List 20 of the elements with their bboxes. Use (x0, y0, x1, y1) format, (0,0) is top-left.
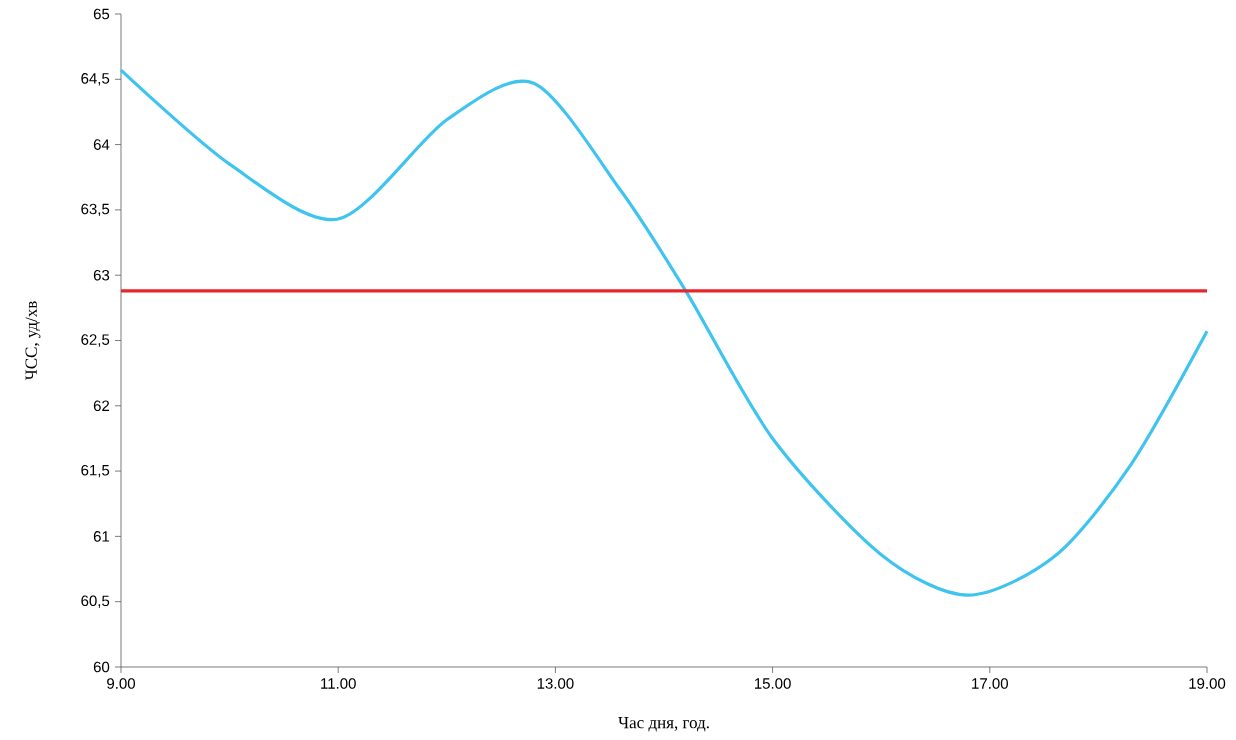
x-tick-label: 15.00 (754, 678, 791, 689)
line-series (119, 68, 1209, 597)
x-tick-label: 11.00 (321, 678, 356, 689)
y-tick-label: 64,5 (81, 73, 110, 86)
y-axis-title: ЧСС, уд/хв (25, 301, 41, 381)
y-tick-label: 60 (93, 661, 110, 673)
x-tick-label: 13.00 (537, 678, 574, 689)
y-tick-label: 60,5 (81, 595, 110, 608)
y-tick-label: 63 (93, 269, 110, 281)
y-tick-label: 62,5 (81, 334, 110, 347)
y-tick-label: 65 (93, 8, 110, 20)
y-tick-label: 64 (93, 139, 110, 150)
y-tick-label: 61 (93, 531, 110, 542)
y-tick-label: 61,5 (81, 464, 110, 478)
x-tick-label: 9.00 (107, 678, 135, 689)
y-tick-label: 63,5 (81, 203, 110, 217)
x-tick-label: 17.00 (972, 678, 1008, 689)
x-tick-label: 19.00 (1189, 678, 1226, 689)
x-axis-title: Час дня, год. (618, 717, 709, 732)
y-tick-label: 62 (93, 400, 110, 412)
